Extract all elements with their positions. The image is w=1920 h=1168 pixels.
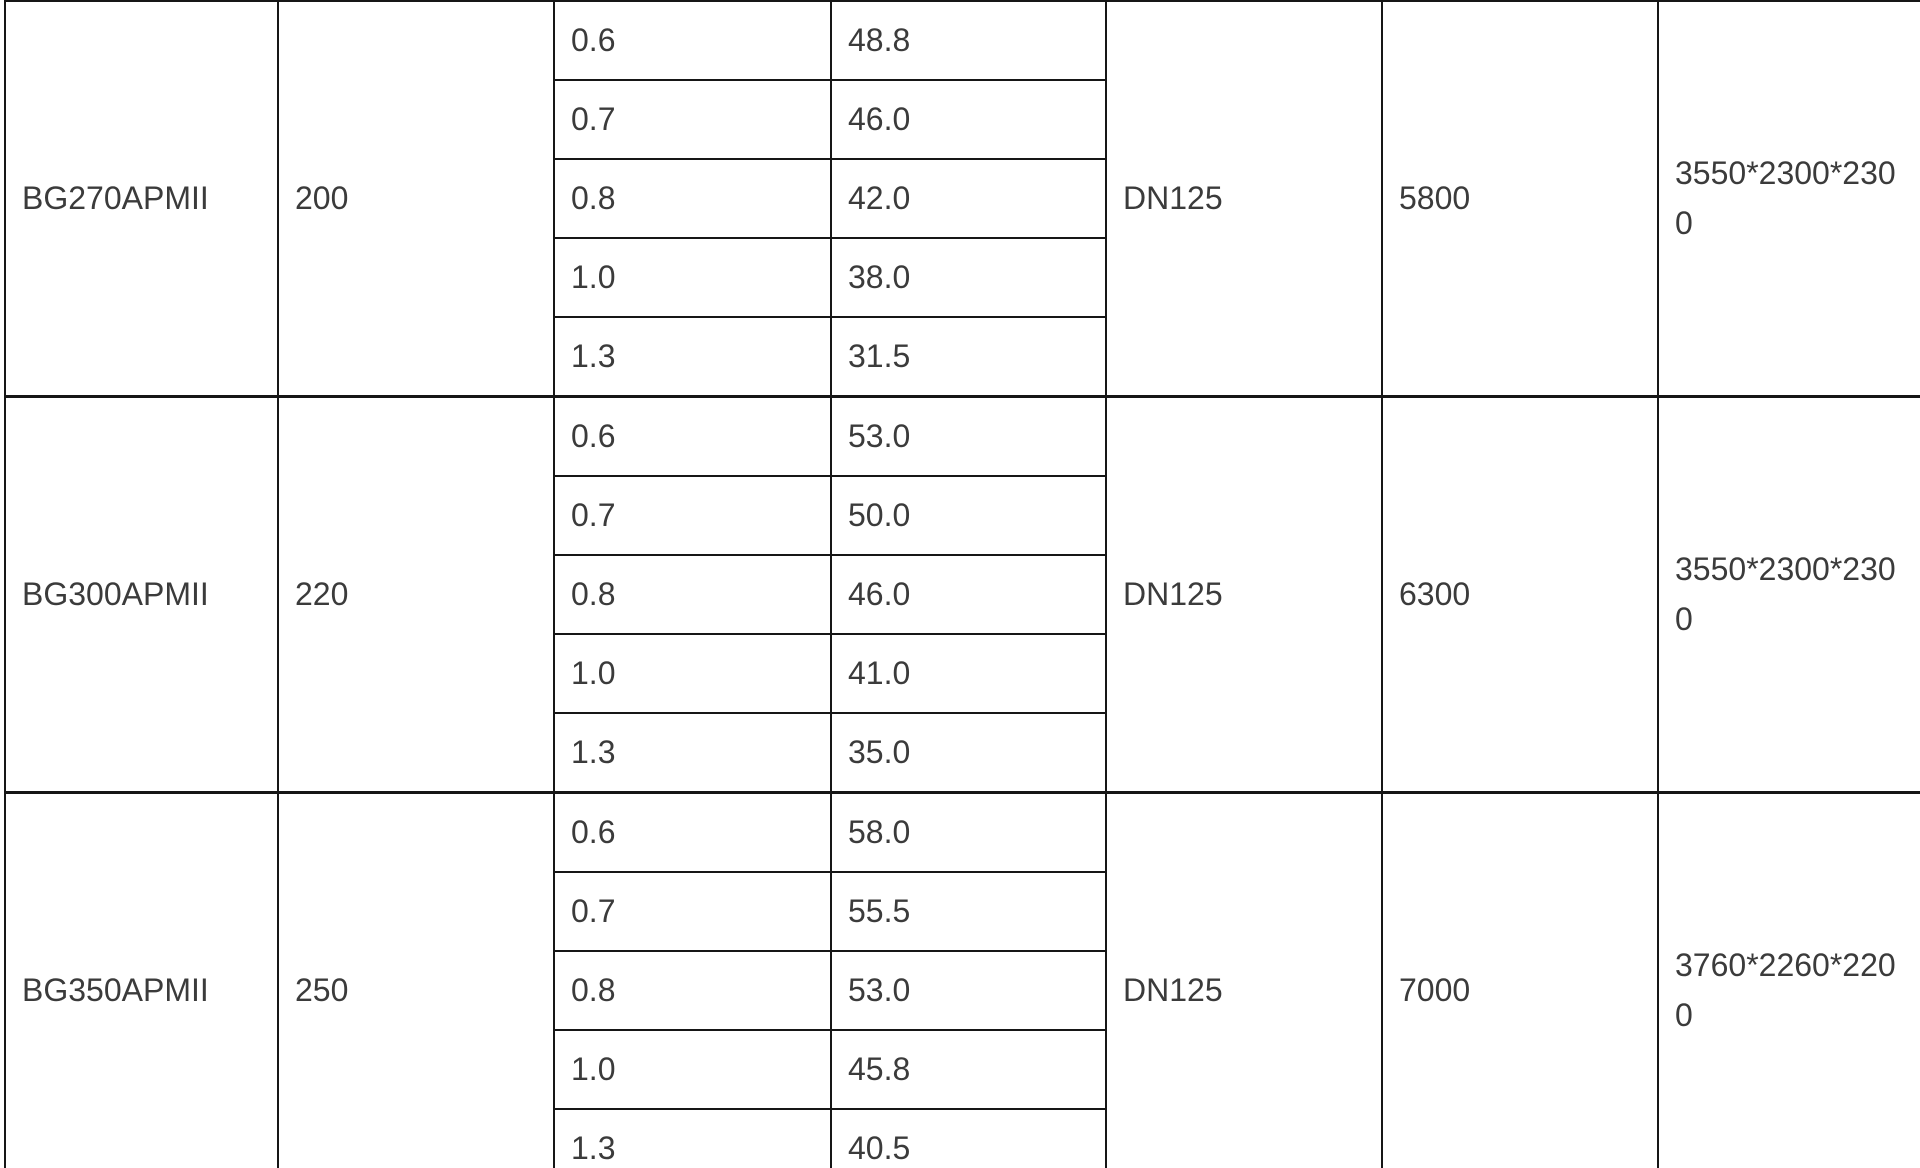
table-row: BG270APMII 200 0.6 48.8 DN125 5800 3550*… xyxy=(4,0,1920,398)
dimensions-cell: 3550*2300*2300 xyxy=(1657,395,1920,794)
flow-cell: 50.0 xyxy=(830,475,1107,556)
flow-cell: 48.8 xyxy=(830,0,1107,81)
pressure-cell: 0.6 xyxy=(553,395,832,477)
pressure-cell: 0.6 xyxy=(553,0,832,81)
flow-cell: 42.0 xyxy=(830,158,1107,239)
flow-cell: 55.5 xyxy=(830,871,1107,952)
pressure-cell: 0.7 xyxy=(553,79,832,160)
dimensions-cell: 3550*2300*2300 xyxy=(1657,0,1920,398)
weight-cell: 6300 xyxy=(1381,395,1659,794)
outlet-cell: DN125 xyxy=(1105,395,1383,794)
pressure-cell: 1.3 xyxy=(553,316,832,398)
pressure-cell: 0.8 xyxy=(553,950,832,1031)
capacity-cell: 220 xyxy=(277,395,555,794)
table-row: 1.3 35.0 xyxy=(5,712,1920,794)
capacity-cell: 250 xyxy=(277,791,555,1168)
weight-cell: 7000 xyxy=(1381,791,1659,1168)
table-row: 0.8 53.0 xyxy=(5,950,1920,1031)
table-row: 1.0 38.0 xyxy=(5,237,1920,318)
weight-cell: 5800 xyxy=(1381,0,1659,398)
model-cell: BG350APMII xyxy=(4,791,279,1168)
table-row: 1.0 41.0 xyxy=(5,633,1920,714)
pressure-cell: 0.7 xyxy=(553,475,832,556)
flow-cell: 40.5 xyxy=(830,1108,1107,1168)
flow-cell: 53.0 xyxy=(830,950,1107,1031)
pressure-cell: 1.0 xyxy=(553,1029,832,1110)
table-row: 0.8 42.0 xyxy=(5,158,1920,239)
outlet-cell: DN125 xyxy=(1105,791,1383,1168)
table-row: 0.7 55.5 xyxy=(5,871,1920,952)
pressure-cell: 1.3 xyxy=(553,712,832,794)
capacity-cell: 200 xyxy=(277,0,555,398)
table-row: 1.0 45.8 xyxy=(5,1029,1920,1110)
table-row: 1.3 40.5 xyxy=(5,1108,1920,1168)
flow-cell: 38.0 xyxy=(830,237,1107,318)
outlet-cell: DN125 xyxy=(1105,0,1383,398)
flow-cell: 41.0 xyxy=(830,633,1107,714)
pressure-cell: 1.0 xyxy=(553,633,832,714)
flow-cell: 45.8 xyxy=(830,1029,1107,1110)
table-row: 1.3 31.5 xyxy=(5,316,1920,398)
table-row: BG350APMII 250 0.6 58.0 DN125 7000 3760*… xyxy=(4,791,1920,1168)
pressure-cell: 0.8 xyxy=(553,158,832,239)
flow-cell: 46.0 xyxy=(830,554,1107,635)
table-row: 0.8 46.0 xyxy=(5,554,1920,635)
pressure-cell: 0.6 xyxy=(553,791,832,873)
model-cell: BG270APMII xyxy=(4,0,279,398)
pressure-cell: 1.3 xyxy=(553,1108,832,1168)
table-row: BG300APMII 220 0.6 53.0 DN125 6300 3550*… xyxy=(4,395,1920,794)
spec-table: BG270APMII 200 0.6 48.8 DN125 5800 3550*… xyxy=(4,0,1920,1168)
flow-cell: 46.0 xyxy=(830,79,1107,160)
pressure-cell: 0.7 xyxy=(553,871,832,952)
flow-cell: 53.0 xyxy=(830,395,1107,477)
dimensions-cell: 3760*2260*2200 xyxy=(1657,791,1920,1168)
flow-cell: 31.5 xyxy=(830,316,1107,398)
table-row: 0.7 50.0 xyxy=(5,475,1920,556)
flow-cell: 58.0 xyxy=(830,791,1107,873)
flow-cell: 35.0 xyxy=(830,712,1107,794)
table-row: 0.7 46.0 xyxy=(5,79,1920,160)
model-cell: BG300APMII xyxy=(4,395,279,794)
pressure-cell: 0.8 xyxy=(553,554,832,635)
pressure-cell: 1.0 xyxy=(553,237,832,318)
